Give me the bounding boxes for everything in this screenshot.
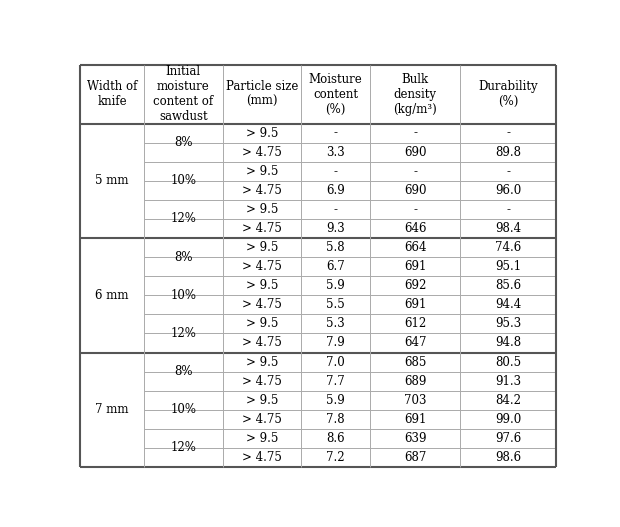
Text: > 4.75: > 4.75 xyxy=(242,260,282,273)
Text: 639: 639 xyxy=(404,432,427,445)
Text: > 4.75: > 4.75 xyxy=(242,222,282,235)
Text: 6 mm: 6 mm xyxy=(95,289,129,302)
Text: -: - xyxy=(334,165,337,178)
Text: Initial
moisture
content of
sawdust: Initial moisture content of sawdust xyxy=(153,65,213,123)
Text: 692: 692 xyxy=(404,279,427,292)
Text: 646: 646 xyxy=(404,222,427,235)
Text: 5.9: 5.9 xyxy=(326,279,345,292)
Text: 95.1: 95.1 xyxy=(495,260,521,273)
Text: > 4.75: > 4.75 xyxy=(242,451,282,464)
Text: 612: 612 xyxy=(404,317,427,330)
Text: 7.7: 7.7 xyxy=(326,375,345,388)
Text: > 4.75: > 4.75 xyxy=(242,184,282,197)
Text: 691: 691 xyxy=(404,413,427,426)
Text: 98.4: 98.4 xyxy=(495,222,521,235)
Text: 80.5: 80.5 xyxy=(495,356,521,368)
Text: 10%: 10% xyxy=(170,403,197,416)
Text: 7 mm: 7 mm xyxy=(95,403,129,416)
Text: 12%: 12% xyxy=(170,327,197,340)
Text: > 9.5: > 9.5 xyxy=(246,165,278,178)
Text: 8%: 8% xyxy=(174,365,193,378)
Text: > 9.5: > 9.5 xyxy=(246,394,278,407)
Text: > 9.5: > 9.5 xyxy=(246,126,278,140)
Text: Moisture
content
(%): Moisture content (%) xyxy=(309,73,363,116)
Text: 8.6: 8.6 xyxy=(326,432,345,445)
Text: 5.3: 5.3 xyxy=(326,317,345,330)
Text: > 9.5: > 9.5 xyxy=(246,279,278,292)
Text: -: - xyxy=(414,165,417,178)
Text: > 4.75: > 4.75 xyxy=(242,375,282,388)
Text: 8%: 8% xyxy=(174,251,193,264)
Text: Particle size
(mm): Particle size (mm) xyxy=(226,81,298,109)
Text: 96.0: 96.0 xyxy=(495,184,521,197)
Text: 5.5: 5.5 xyxy=(326,298,345,311)
Text: -: - xyxy=(334,126,337,140)
Text: 5 mm: 5 mm xyxy=(95,174,129,187)
Text: 6.7: 6.7 xyxy=(326,260,345,273)
Text: -: - xyxy=(506,203,510,216)
Text: -: - xyxy=(506,126,510,140)
Text: 94.4: 94.4 xyxy=(495,298,521,311)
Text: 703: 703 xyxy=(404,394,427,407)
Text: 5.8: 5.8 xyxy=(326,241,345,254)
Text: Bulk
density
(kg/m³): Bulk density (kg/m³) xyxy=(394,73,437,116)
Text: 647: 647 xyxy=(404,336,427,349)
Text: -: - xyxy=(414,203,417,216)
Text: 12%: 12% xyxy=(170,442,197,454)
Text: 5.9: 5.9 xyxy=(326,394,345,407)
Text: > 9.5: > 9.5 xyxy=(246,241,278,254)
Text: 7.0: 7.0 xyxy=(326,356,345,368)
Text: 687: 687 xyxy=(404,451,427,464)
Text: 685: 685 xyxy=(404,356,427,368)
Text: 8%: 8% xyxy=(174,136,193,149)
Text: 690: 690 xyxy=(404,145,427,159)
Text: > 9.5: > 9.5 xyxy=(246,356,278,368)
Text: -: - xyxy=(334,203,337,216)
Text: 99.0: 99.0 xyxy=(495,413,521,426)
Text: 10%: 10% xyxy=(170,289,197,302)
Text: 7.2: 7.2 xyxy=(326,451,345,464)
Text: > 9.5: > 9.5 xyxy=(246,317,278,330)
Text: 84.2: 84.2 xyxy=(495,394,521,407)
Text: 691: 691 xyxy=(404,260,427,273)
Text: Width of
knife: Width of knife xyxy=(87,81,137,109)
Text: 7.8: 7.8 xyxy=(326,413,345,426)
Text: 3.3: 3.3 xyxy=(326,145,345,159)
Text: > 9.5: > 9.5 xyxy=(246,203,278,216)
Text: > 4.75: > 4.75 xyxy=(242,413,282,426)
Text: 85.6: 85.6 xyxy=(495,279,521,292)
Text: 664: 664 xyxy=(404,241,427,254)
Text: -: - xyxy=(414,126,417,140)
Text: 89.8: 89.8 xyxy=(495,145,521,159)
Text: 10%: 10% xyxy=(170,174,197,187)
Text: 691: 691 xyxy=(404,298,427,311)
Text: 9.3: 9.3 xyxy=(326,222,345,235)
Text: > 4.75: > 4.75 xyxy=(242,336,282,349)
Text: Durability
(%): Durability (%) xyxy=(478,81,538,109)
Text: -: - xyxy=(506,165,510,178)
Text: 91.3: 91.3 xyxy=(495,375,521,388)
Text: 690: 690 xyxy=(404,184,427,197)
Text: 74.6: 74.6 xyxy=(495,241,521,254)
Text: 12%: 12% xyxy=(170,212,197,226)
Text: 94.8: 94.8 xyxy=(495,336,521,349)
Text: > 4.75: > 4.75 xyxy=(242,145,282,159)
Text: 97.6: 97.6 xyxy=(495,432,521,445)
Text: 6.9: 6.9 xyxy=(326,184,345,197)
Text: 689: 689 xyxy=(404,375,427,388)
Text: 98.6: 98.6 xyxy=(495,451,521,464)
Text: 7.9: 7.9 xyxy=(326,336,345,349)
Text: > 4.75: > 4.75 xyxy=(242,298,282,311)
Text: 95.3: 95.3 xyxy=(495,317,521,330)
Text: > 9.5: > 9.5 xyxy=(246,432,278,445)
